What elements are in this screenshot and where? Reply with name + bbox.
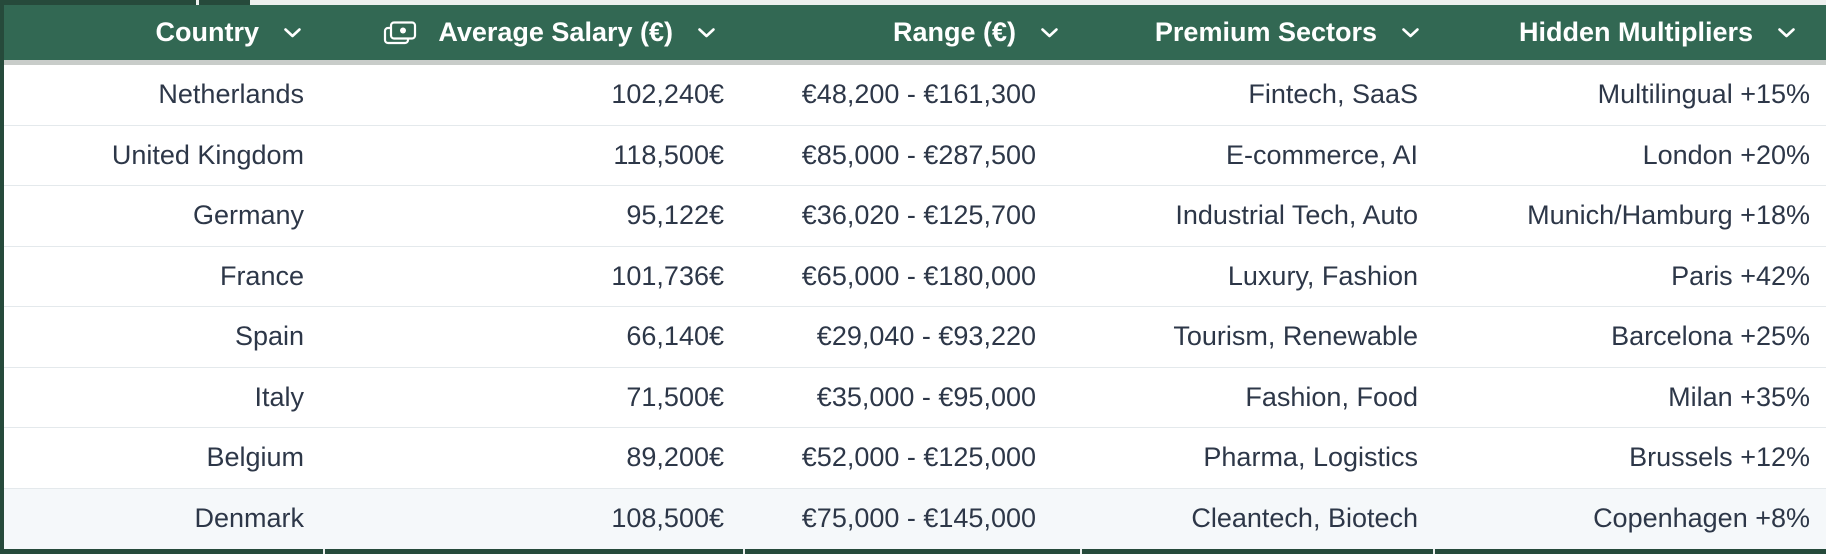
chevron-down-icon[interactable] <box>697 27 716 39</box>
column-header-country-label: Country <box>155 17 260 47</box>
cell-hidden-multipliers: Brussels +12% <box>1629 442 1810 473</box>
cell-range: €35,000 - €95,000 <box>816 381 1036 412</box>
column-header-premium-sectors[interactable]: Premium Sectors <box>1081 5 1434 60</box>
cell-average-salary: 89,200€ <box>626 442 724 473</box>
cell-range: €36,020 - €125,700 <box>801 200 1036 231</box>
border-gap <box>1080 549 1082 554</box>
cell-country: France <box>219 260 304 291</box>
chevron-down-icon[interactable] <box>1401 27 1420 39</box>
cell-average-salary: 95,122€ <box>626 200 724 231</box>
header-shadow-band <box>0 60 1826 65</box>
cell-range: €65,000 - €180,000 <box>801 260 1036 291</box>
cell-premium-sectors: Fintech, SaaS <box>1248 79 1418 110</box>
table-row-netherlands: Netherlands 102,240€ €48,200 - €161,300 … <box>0 65 1826 126</box>
border-gap <box>323 549 325 554</box>
cell-premium-sectors: Luxury, Fashion <box>1227 260 1418 291</box>
border-gap <box>743 549 745 554</box>
cell-premium-sectors: Fashion, Food <box>1245 381 1418 412</box>
cell-hidden-multipliers: Copenhagen +8% <box>1593 503 1810 534</box>
table-left-border <box>0 0 4 554</box>
cell-range: €75,000 - €145,000 <box>801 503 1036 534</box>
top-tab-remnant-left <box>0 0 196 5</box>
cell-country: Italy <box>254 381 304 412</box>
table-header-row: Country Average Salary (€) Range (€) Pre… <box>0 5 1826 60</box>
table-bottom-border <box>0 549 1826 554</box>
column-header-hidden-multipliers[interactable]: Hidden Multipliers <box>1434 5 1826 60</box>
cell-hidden-multipliers: London +20% <box>1642 139 1810 170</box>
column-header-range-label: Range (€) <box>892 17 1016 47</box>
top-tab-remnant-right <box>199 0 250 5</box>
cell-average-salary: 108,500€ <box>611 503 724 534</box>
cell-country: Netherlands <box>158 79 304 110</box>
cell-range: €48,200 - €161,300 <box>801 79 1036 110</box>
cell-average-salary: 102,240€ <box>611 79 724 110</box>
chevron-down-icon[interactable] <box>283 27 302 39</box>
cell-country: Spain <box>234 321 304 352</box>
column-header-range[interactable]: Range (€) <box>744 5 1081 60</box>
cell-premium-sectors: Tourism, Renewable <box>1173 321 1418 352</box>
cell-hidden-multipliers: Milan +35% <box>1668 381 1810 412</box>
cell-country: Denmark <box>194 503 304 534</box>
cell-average-salary: 71,500€ <box>626 381 724 412</box>
cell-hidden-multipliers: Multilingual +15% <box>1597 79 1810 110</box>
cell-premium-sectors: Pharma, Logistics <box>1203 442 1418 473</box>
column-header-premium-sectors-label: Premium Sectors <box>1154 17 1377 47</box>
table-row-belgium: Belgium 89,200€ €52,000 - €125,000 Pharm… <box>0 428 1826 489</box>
column-header-hidden-multipliers-label: Hidden Multipliers <box>1518 17 1753 47</box>
cell-premium-sectors: E-commerce, AI <box>1225 139 1418 170</box>
cell-country: United Kingdom <box>111 139 304 170</box>
table-row-united-kingdom: United Kingdom 118,500€ €85,000 - €287,5… <box>0 125 1826 186</box>
table-row-denmark: Denmark 108,500€ €75,000 - €145,000 Clea… <box>0 488 1826 549</box>
cell-premium-sectors: Industrial Tech, Auto <box>1175 200 1418 231</box>
cell-range: €85,000 - €287,500 <box>801 139 1036 170</box>
column-header-country[interactable]: Country <box>0 5 324 60</box>
cell-average-salary: 101,736€ <box>611 260 724 291</box>
cell-range: €52,000 - €125,000 <box>801 442 1036 473</box>
chevron-down-icon[interactable] <box>1040 27 1059 39</box>
border-gap <box>1433 549 1435 554</box>
column-header-average-salary[interactable]: Average Salary (€) <box>324 5 744 60</box>
cell-hidden-multipliers: Paris +42% <box>1671 260 1810 291</box>
cell-average-salary: 66,140€ <box>626 321 724 352</box>
chevron-down-icon[interactable] <box>1777 27 1796 39</box>
table-body: Netherlands 102,240€ €48,200 - €161,300 … <box>0 65 1826 549</box>
banknotes-icon <box>384 20 417 44</box>
cell-range: €29,040 - €93,220 <box>816 321 1036 352</box>
cell-hidden-multipliers: Barcelona +25% <box>1611 321 1810 352</box>
column-header-average-salary-label: Average Salary (€) <box>438 17 673 47</box>
table-row-germany: Germany 95,122€ €36,020 - €125,700 Indus… <box>0 186 1826 247</box>
cell-country: Belgium <box>206 442 304 473</box>
cell-average-salary: 118,500€ <box>613 139 724 170</box>
cell-premium-sectors: Cleantech, Biotech <box>1191 503 1418 534</box>
table-row-italy: Italy 71,500€ €35,000 - €95,000 Fashion,… <box>0 367 1826 428</box>
table-row-spain: Spain 66,140€ €29,040 - €93,220 Tourism,… <box>0 307 1826 368</box>
cell-hidden-multipliers: Munich/Hamburg +18% <box>1527 200 1810 231</box>
table-row-france: France 101,736€ €65,000 - €180,000 Luxur… <box>0 246 1826 307</box>
cell-country: Germany <box>192 200 304 231</box>
top-strip <box>0 0 1826 5</box>
